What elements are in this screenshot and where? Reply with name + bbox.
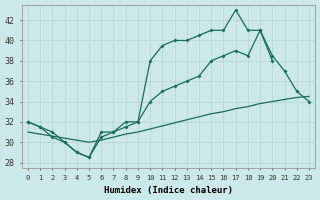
X-axis label: Humidex (Indice chaleur): Humidex (Indice chaleur) — [104, 186, 233, 195]
